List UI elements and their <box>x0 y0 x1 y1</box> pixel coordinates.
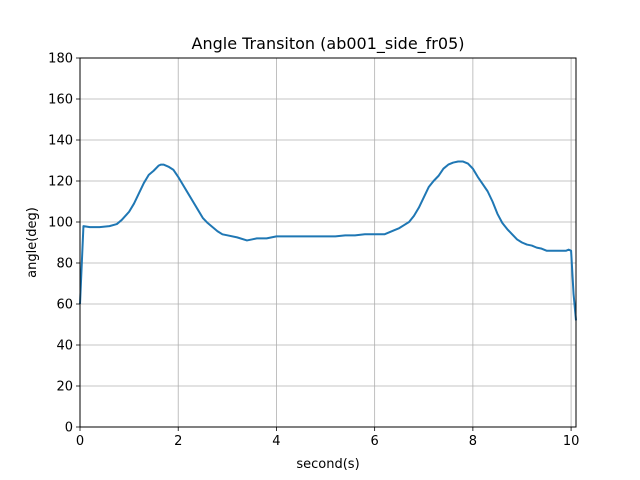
y-tick-label: 180 <box>48 52 73 67</box>
x-tick-label: 2 <box>174 434 182 449</box>
y-tick-label: 100 <box>48 216 73 231</box>
x-tick-label: 6 <box>371 434 379 449</box>
y-tick-label: 60 <box>56 298 73 313</box>
grid <box>79 57 576 428</box>
y-tick-label: 80 <box>56 257 73 272</box>
x-tick-label: 4 <box>272 434 280 449</box>
y-axis-label: angle(deg) <box>25 207 40 278</box>
y-tick-label: 20 <box>56 380 73 395</box>
plot-frame <box>79 57 577 428</box>
series-line <box>79 160 577 321</box>
y-tick-label: 120 <box>48 175 73 190</box>
y-tick-label: 140 <box>48 134 73 149</box>
x-axis-label: second(s) <box>296 457 359 472</box>
x-tick-label: 10 <box>563 434 580 449</box>
y-tick-label: 0 <box>65 421 73 436</box>
y-tick-label: 40 <box>56 339 73 354</box>
y-tick-label: 160 <box>48 93 73 108</box>
x-tick-label: 0 <box>76 434 84 449</box>
x-tick-label: 8 <box>469 434 477 449</box>
chart-title: Angle Transiton (ab001_side_fr05) <box>192 34 465 54</box>
line-layer <box>79 160 577 321</box>
